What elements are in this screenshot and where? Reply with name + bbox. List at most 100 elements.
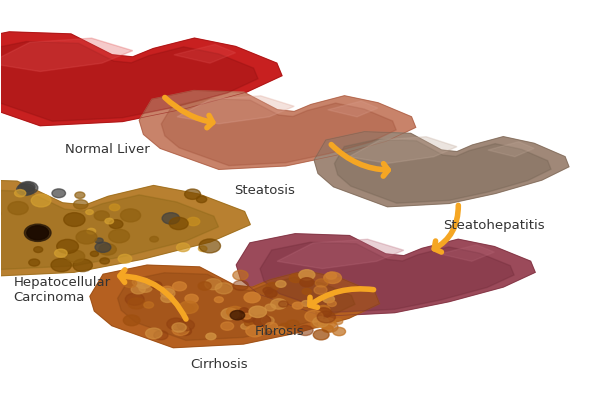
Circle shape xyxy=(120,209,140,222)
Circle shape xyxy=(265,322,277,330)
Circle shape xyxy=(327,301,336,307)
Circle shape xyxy=(334,319,343,324)
Circle shape xyxy=(94,211,109,220)
Circle shape xyxy=(275,327,286,334)
Circle shape xyxy=(275,280,286,287)
Circle shape xyxy=(319,318,336,329)
Circle shape xyxy=(131,285,145,294)
Circle shape xyxy=(316,308,331,318)
Circle shape xyxy=(230,310,244,320)
Circle shape xyxy=(162,213,179,224)
Circle shape xyxy=(118,254,132,263)
Circle shape xyxy=(52,189,66,198)
Text: Fibrosis: Fibrosis xyxy=(255,325,305,338)
Circle shape xyxy=(100,258,109,264)
Circle shape xyxy=(123,279,137,288)
Polygon shape xyxy=(139,90,416,169)
Circle shape xyxy=(66,250,85,262)
Circle shape xyxy=(98,244,116,255)
Circle shape xyxy=(51,258,72,272)
Circle shape xyxy=(33,246,43,252)
Circle shape xyxy=(151,282,162,289)
Circle shape xyxy=(333,327,345,336)
Circle shape xyxy=(233,270,248,280)
Circle shape xyxy=(206,333,216,340)
Circle shape xyxy=(91,251,98,256)
Circle shape xyxy=(173,282,187,291)
Circle shape xyxy=(313,317,329,327)
Circle shape xyxy=(279,323,290,330)
Circle shape xyxy=(21,182,35,192)
Circle shape xyxy=(241,313,255,322)
Circle shape xyxy=(265,290,277,297)
Circle shape xyxy=(249,306,266,318)
Circle shape xyxy=(27,226,49,240)
Circle shape xyxy=(323,272,342,284)
Circle shape xyxy=(87,228,95,234)
Circle shape xyxy=(8,201,28,214)
Circle shape xyxy=(16,184,35,196)
Circle shape xyxy=(317,305,330,314)
Circle shape xyxy=(15,190,26,197)
Polygon shape xyxy=(177,96,294,124)
Circle shape xyxy=(109,204,120,211)
Circle shape xyxy=(313,330,329,340)
Polygon shape xyxy=(161,99,396,166)
Circle shape xyxy=(302,288,311,294)
Circle shape xyxy=(253,315,271,326)
Polygon shape xyxy=(314,132,569,207)
Circle shape xyxy=(243,313,251,319)
Circle shape xyxy=(74,200,88,209)
Circle shape xyxy=(161,294,174,303)
Circle shape xyxy=(75,192,85,198)
Polygon shape xyxy=(0,41,258,121)
Circle shape xyxy=(76,230,97,244)
Polygon shape xyxy=(328,101,378,117)
Circle shape xyxy=(133,278,143,286)
Polygon shape xyxy=(90,265,379,348)
Circle shape xyxy=(176,243,190,252)
Polygon shape xyxy=(349,137,457,164)
Circle shape xyxy=(205,278,222,290)
Circle shape xyxy=(196,196,207,203)
Circle shape xyxy=(145,328,162,339)
Circle shape xyxy=(323,295,334,303)
Text: Steatohepatitis: Steatohepatitis xyxy=(443,219,545,232)
Circle shape xyxy=(271,299,287,309)
Circle shape xyxy=(292,302,303,309)
Polygon shape xyxy=(440,245,494,261)
Circle shape xyxy=(261,316,274,325)
Circle shape xyxy=(326,272,337,279)
Circle shape xyxy=(125,293,144,305)
Text: Hepatocellular
Carcinoma: Hepatocellular Carcinoma xyxy=(13,276,111,304)
Circle shape xyxy=(265,304,275,311)
Circle shape xyxy=(263,287,272,293)
Circle shape xyxy=(123,315,140,326)
Circle shape xyxy=(128,298,145,309)
Circle shape xyxy=(286,320,300,329)
Circle shape xyxy=(109,220,123,229)
Circle shape xyxy=(311,320,323,328)
Circle shape xyxy=(18,182,38,194)
Circle shape xyxy=(297,325,313,335)
Circle shape xyxy=(161,286,174,295)
Circle shape xyxy=(233,280,249,290)
Circle shape xyxy=(181,305,194,312)
Circle shape xyxy=(221,308,239,320)
Circle shape xyxy=(187,217,200,226)
Circle shape xyxy=(299,270,315,280)
Circle shape xyxy=(95,238,103,243)
Circle shape xyxy=(95,242,111,252)
Circle shape xyxy=(240,308,248,313)
Circle shape xyxy=(172,323,186,332)
Text: Steatosis: Steatosis xyxy=(234,184,295,197)
Circle shape xyxy=(289,274,303,282)
Polygon shape xyxy=(174,44,236,63)
Circle shape xyxy=(105,218,114,224)
Circle shape xyxy=(244,320,253,326)
Circle shape xyxy=(215,297,223,303)
Polygon shape xyxy=(117,273,355,340)
Circle shape xyxy=(31,194,51,207)
Circle shape xyxy=(139,284,152,292)
Circle shape xyxy=(315,279,328,287)
